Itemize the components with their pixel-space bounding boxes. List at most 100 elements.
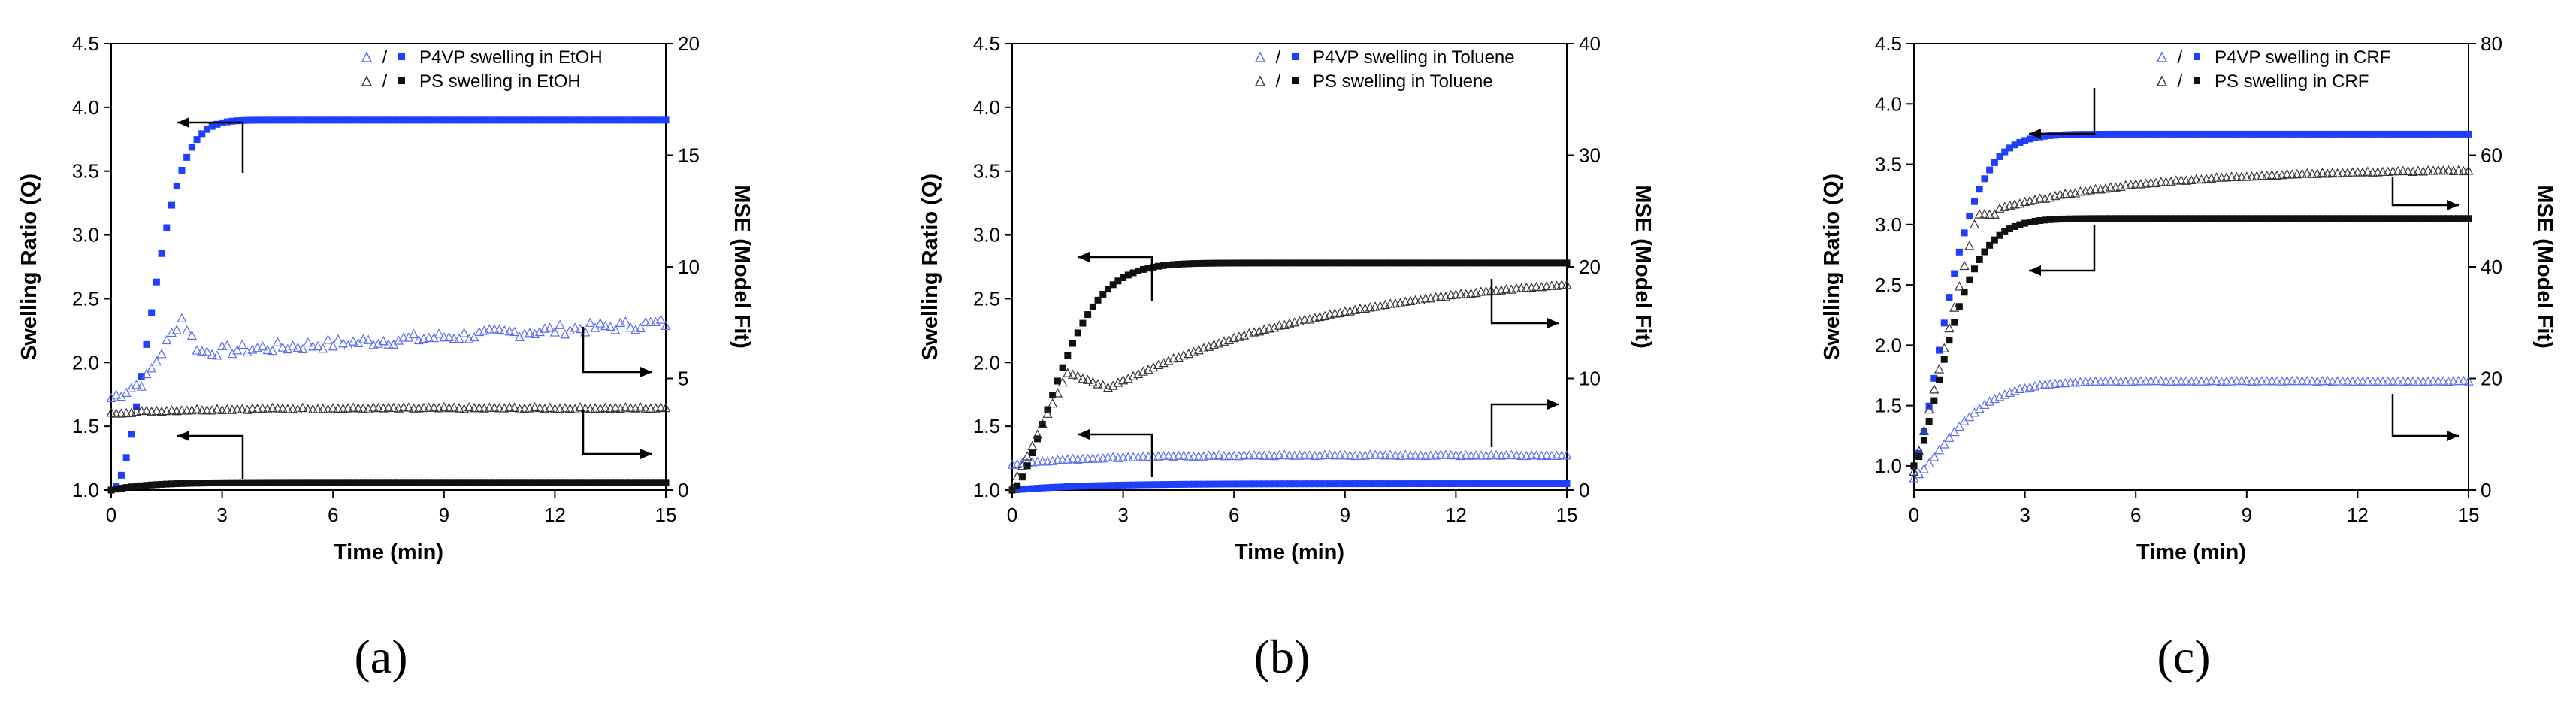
data-point: [201, 346, 212, 356]
data-point: [2216, 376, 2227, 386]
data-point: [2041, 132, 2048, 140]
data-point: [1452, 259, 1459, 267]
series-p4vp-swelling-ratio: [107, 116, 670, 494]
data-point: [2055, 377, 2066, 388]
data-point: [324, 116, 331, 124]
data-point: [1468, 480, 1475, 488]
data-point: [469, 403, 479, 413]
data-point: [1210, 259, 1217, 267]
data-point: [2398, 165, 2408, 176]
data-point: [2107, 215, 2115, 222]
data-point: [238, 116, 246, 124]
data-point: [642, 479, 649, 486]
data-point: [1366, 259, 1374, 267]
data-point: [2035, 193, 2045, 203]
data-point: [303, 337, 313, 347]
data-point: [2262, 376, 2272, 386]
x-tick-label: 9: [1340, 504, 1350, 526]
data-point: [661, 402, 671, 413]
data-point: [1955, 303, 1963, 310]
data-point: [571, 479, 579, 486]
data-point: [390, 479, 398, 486]
data-point: [1189, 451, 1199, 461]
data-point: [2288, 130, 2296, 138]
data-point: [1037, 419, 1048, 428]
data-point: [1456, 289, 1466, 298]
data-point: [1108, 452, 1118, 461]
data-point: [2243, 130, 2251, 138]
x-tick-label: 0: [1007, 504, 1017, 526]
data-point: [2156, 177, 2166, 186]
axis-arrow: [2391, 177, 2459, 207]
data-point: [2363, 376, 2373, 386]
data-point: [343, 403, 353, 413]
data-point: [2242, 375, 2252, 386]
data-point: [1506, 449, 1516, 460]
data-point: [1516, 450, 1527, 460]
data-point: [2344, 130, 2351, 138]
data-point: [2402, 165, 2413, 176]
data-point: [2112, 130, 2119, 138]
data-point: [201, 404, 212, 415]
x-tick-label: 3: [2019, 504, 2030, 526]
plot-frame: [1913, 43, 2469, 491]
data-point: [1456, 450, 1466, 461]
data-point: [319, 479, 327, 486]
data-point: [167, 405, 177, 415]
data-point: [1118, 452, 1129, 461]
data-point: [1335, 449, 1345, 460]
data-point: [1220, 259, 1228, 267]
data-point: [424, 332, 434, 342]
data-point: [333, 334, 343, 344]
data-point: [156, 349, 167, 359]
data-point: [143, 482, 150, 489]
data-point: [1924, 458, 1934, 468]
data-point: [1260, 480, 1268, 488]
data-point: [1939, 343, 1949, 352]
data-point: [2439, 130, 2447, 138]
data-point: [1331, 480, 1338, 488]
data-point: [309, 479, 316, 486]
data-point: [567, 479, 574, 486]
data-point: [627, 479, 634, 486]
data-point: [1139, 265, 1147, 273]
data-point: [2152, 130, 2160, 138]
data-point: [625, 402, 636, 413]
data-point: [2443, 376, 2454, 386]
data-point: [2242, 171, 2252, 181]
data-point: [1184, 348, 1194, 359]
data-point: [319, 116, 327, 124]
y-left-axis-title: Swelling Ratio (Q): [918, 174, 942, 360]
x-tick-label: 12: [2347, 504, 2369, 526]
data-point: [1543, 480, 1550, 488]
data-point: [329, 116, 337, 124]
data-point: [208, 123, 216, 130]
data-point: [591, 479, 599, 486]
data-point: [1491, 449, 1501, 460]
data-point: [379, 479, 387, 486]
data-point: [1401, 259, 1409, 267]
data-point: [2157, 215, 2165, 222]
data-point: [207, 349, 217, 359]
data-point: [2372, 167, 2383, 177]
data-point: [1208, 450, 1219, 460]
data-point: [213, 479, 221, 486]
data-point: [288, 340, 298, 350]
data-point: [1498, 480, 1505, 488]
data-point: [373, 402, 384, 413]
data-point: [368, 402, 379, 412]
data-point: [425, 116, 433, 124]
data-point: [1279, 449, 1290, 459]
data-point: [575, 401, 585, 412]
data-point: [2091, 376, 2101, 386]
data-point: [1250, 259, 1258, 267]
data-point: [1128, 452, 1138, 461]
data-point: [1241, 259, 1248, 267]
data-point: [2137, 130, 2145, 138]
data-point: [389, 402, 399, 413]
data-point: [2197, 130, 2205, 138]
data-point: [534, 326, 545, 337]
data-point: [2095, 376, 2106, 386]
data-point: [1276, 480, 1283, 488]
data-point: [1008, 486, 1016, 494]
